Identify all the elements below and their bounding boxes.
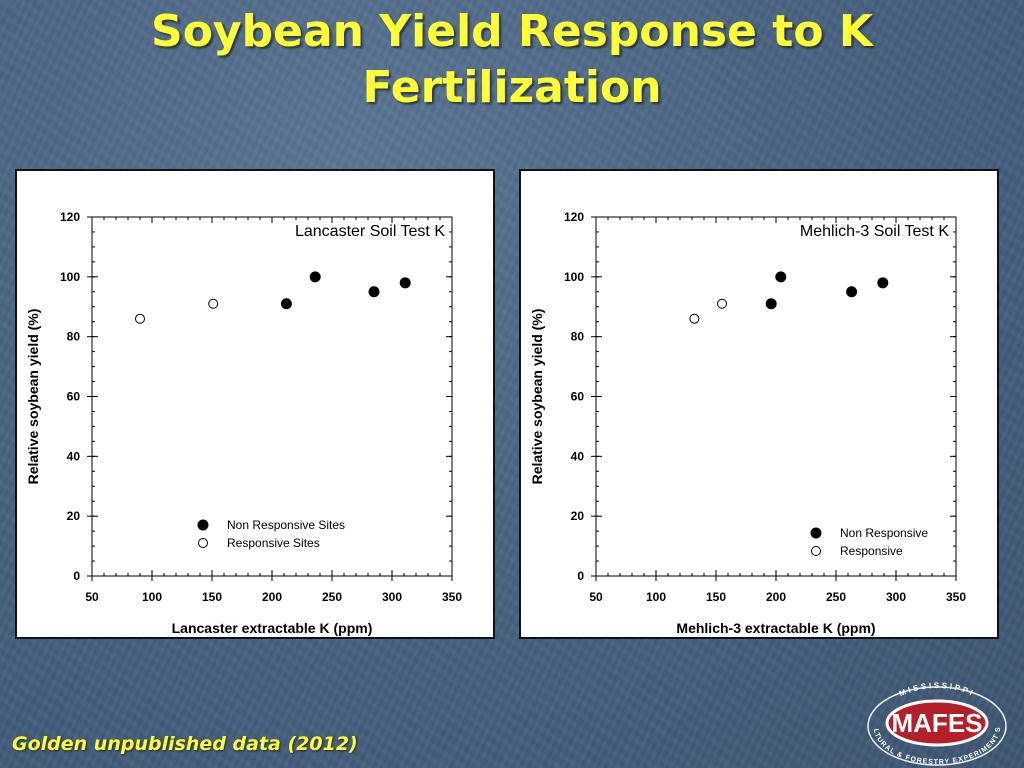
x-tick-label: 300 [886, 590, 906, 604]
mehlich3-scatter-chart: 0 20 40 60 80 100 120 50 100 150 200 250 300 350 Mehli… [529, 210, 966, 636]
y-tick-label: 20 [571, 509, 585, 523]
y-tick-label: 100 [564, 270, 584, 284]
x-axis-label: Mehlich-3 extractable K (ppm) [676, 620, 875, 636]
y-tick-label: 120 [564, 210, 584, 224]
x-tick-label: 200 [766, 590, 786, 604]
chart-title: Mehlich-3 Soil Test K [800, 223, 949, 240]
x-tick-label: 150 [706, 590, 726, 604]
source-citation: Golden unpublished data (2012) [12, 733, 358, 755]
chart-title: Lancaster Soil Test K [295, 223, 445, 240]
mafes-logo: MISSISSIPPI MAFES AGRICULTURAL & FORESTR… [862, 682, 1007, 766]
point-responsive [689, 313, 700, 324]
x-tick-label: 200 [262, 590, 282, 604]
y-tick-label: 60 [571, 390, 585, 404]
legend-marker [198, 538, 208, 548]
y-tick-label: 80 [67, 330, 81, 344]
point-non-responsive [765, 298, 777, 310]
logo-wordmark: MAFES [892, 708, 983, 738]
legend-label: Non Responsive [840, 526, 928, 540]
y-tick-label: 60 [67, 390, 81, 404]
x-tick-label: 250 [322, 590, 342, 604]
x-axis-label: Lancaster extractable K (ppm) [172, 620, 373, 636]
y-tick-label: 0 [73, 569, 80, 583]
legend-marker [197, 519, 209, 531]
x-tick-label: 350 [442, 590, 462, 604]
x-tick-label: 50 [589, 590, 603, 604]
y-tick-label: 40 [571, 449, 585, 463]
x-tick-label: 150 [202, 590, 222, 604]
slide-title-line-1: Soybean Yield Response to K [151, 6, 873, 57]
point-non-responsive [877, 277, 889, 289]
point-responsive [135, 313, 145, 324]
legend-label: Non Responsive Sites [227, 518, 345, 532]
logo-arc-top: MISSISSIPPI [898, 682, 977, 698]
point-non-responsive [280, 298, 292, 310]
legend-label: Responsive Sites [227, 536, 320, 550]
logo-red-oval [885, 699, 989, 747]
legend-label: Responsive [840, 544, 903, 558]
lancaster-scatter-chart: 0 20 40 60 80 100 120 50 100 150 200 250 300 350 Lanca… [25, 210, 462, 636]
point-non-responsive [399, 277, 411, 289]
y-axis-label: Relative soybean yield (%) [529, 309, 545, 485]
y-tick-label: 40 [67, 449, 81, 463]
y-tick-label: 20 [67, 509, 81, 523]
y-axis-label: Relative soybean yield (%) [25, 309, 41, 485]
logo-outer-ring [867, 686, 1007, 766]
y-tick-label: 120 [60, 210, 80, 224]
point-non-responsive [368, 286, 380, 298]
plot-frame [595, 216, 957, 577]
x-tick-label: 50 [85, 590, 99, 604]
x-tick-label: 100 [646, 590, 666, 604]
point-non-responsive [309, 271, 321, 283]
legend-marker [810, 527, 822, 539]
slide-title-line-2: Fertilization [362, 62, 662, 113]
x-tick-label: 350 [946, 590, 966, 604]
slide-title: Soybean Yield Response to K Fertilizatio… [0, 4, 1024, 116]
legend-marker [811, 546, 821, 556]
point-non-responsive [775, 271, 787, 283]
point-responsive [208, 298, 219, 309]
x-tick-label: 300 [382, 590, 402, 604]
chart-panel-lancaster: 0 20 40 60 80 100 120 50 100 150 200 250 300 350 Lanca… [15, 169, 495, 639]
y-tick-label: 100 [60, 270, 80, 284]
chart-panel-mehlich3: 0 20 40 60 80 100 120 50 100 150 200 250 300 350 Mehli… [519, 169, 999, 639]
point-non-responsive [846, 286, 858, 298]
y-tick-label: 80 [571, 330, 585, 344]
x-tick-label: 100 [142, 590, 162, 604]
point-responsive [717, 298, 727, 309]
y-tick-label: 0 [577, 569, 584, 583]
x-tick-label: 250 [826, 590, 846, 604]
